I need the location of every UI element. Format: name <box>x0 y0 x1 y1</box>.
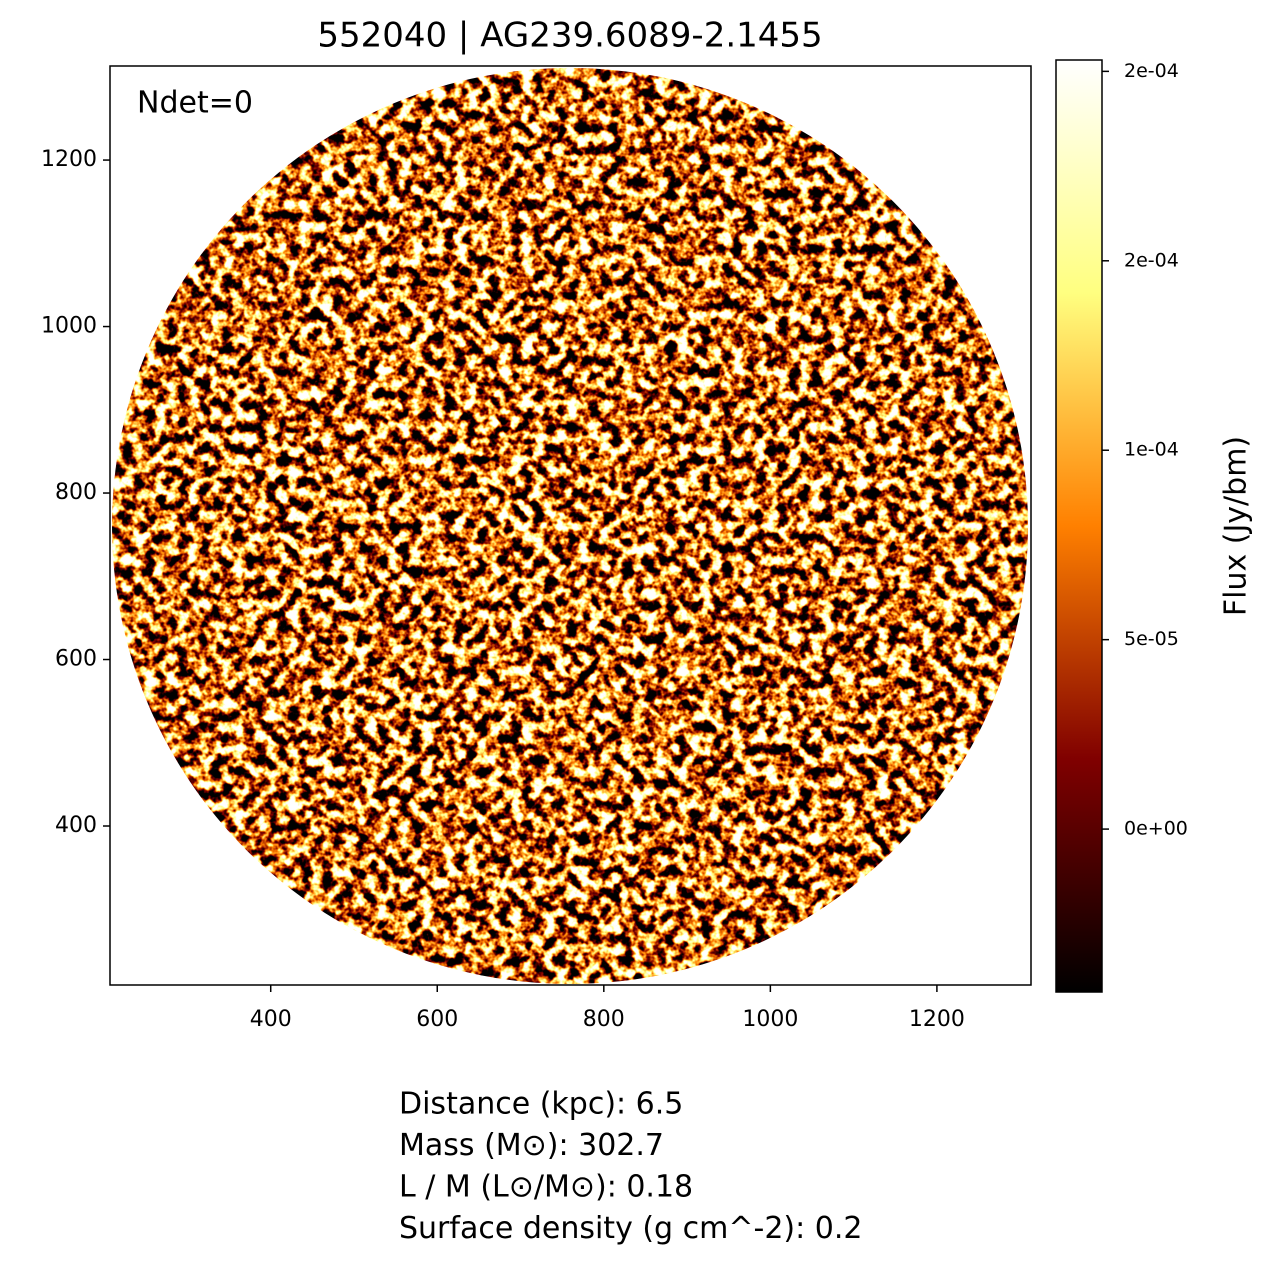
x-tick-label: 800 <box>583 1007 625 1032</box>
colorbar-tick-label: 0e+00 <box>1124 818 1188 840</box>
colorbar-tick-label: 5e-05 <box>1124 628 1179 650</box>
y-tick-label: 1000 <box>41 314 97 339</box>
y-tick-label: 400 <box>55 813 97 838</box>
y-tick-label: 800 <box>55 480 97 505</box>
colorbar-tick-label: 2e-04 <box>1124 249 1179 271</box>
colorbar-label: Flux (Jy/bm) <box>1219 436 1254 616</box>
chart-title: 552040 | AG239.6089-2.1455 <box>317 16 822 56</box>
x-tick-label: 1000 <box>742 1007 798 1032</box>
colorbar <box>1055 59 1103 993</box>
footer-line: Surface density (g cm^-2): 0.2 <box>399 1211 862 1246</box>
y-tick-label: 600 <box>55 647 97 672</box>
x-tick-label: 1200 <box>909 1007 965 1032</box>
flux-image <box>112 68 1028 984</box>
footer-line: Mass (M⊙): 302.7 <box>399 1128 664 1163</box>
x-tick-label: 600 <box>416 1007 458 1032</box>
y-tick-label: 1200 <box>41 147 97 172</box>
colorbar-tick-label: 1e-04 <box>1124 439 1179 461</box>
footer-line: Distance (kpc): 6.5 <box>399 1087 683 1122</box>
colorbar-tick-label: 2e-04 <box>1124 60 1179 82</box>
annotation: Ndet=0 <box>137 86 253 121</box>
footer-line: L / M (L⊙/M⊙): 0.18 <box>399 1170 693 1205</box>
x-tick-label: 400 <box>250 1007 292 1032</box>
plot-frame <box>109 65 1032 986</box>
